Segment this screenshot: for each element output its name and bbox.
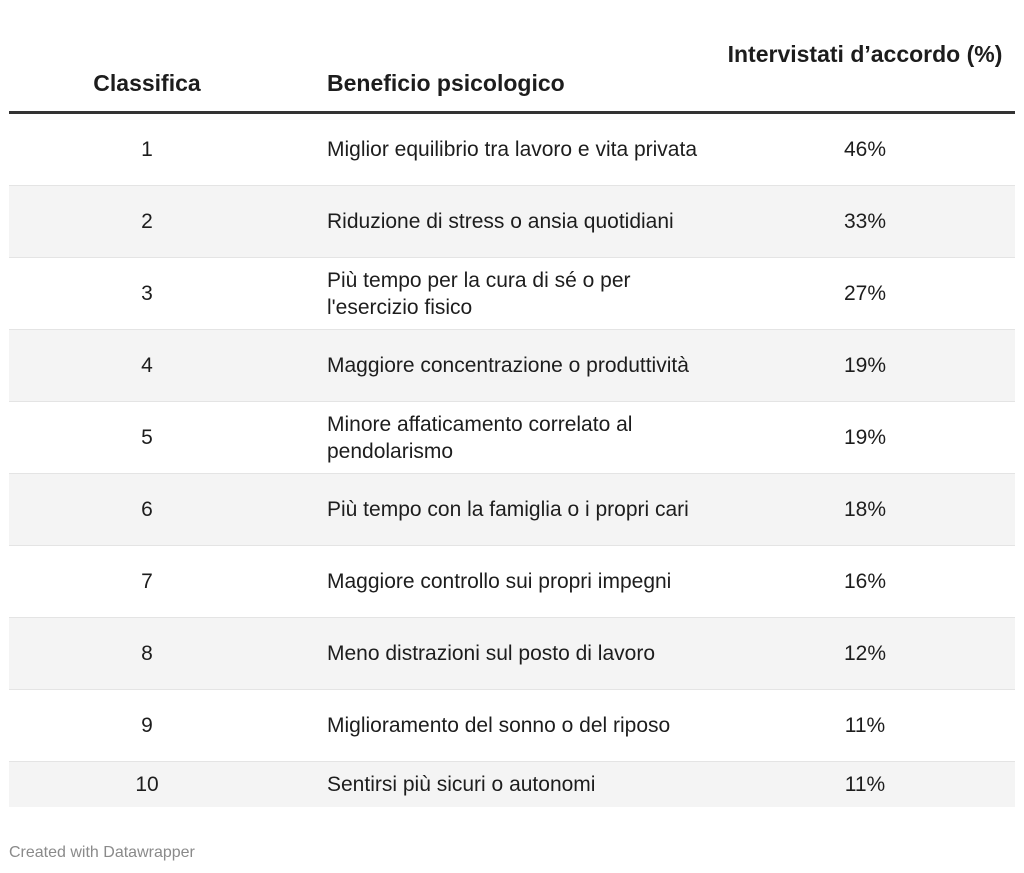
table-row: 3 Più tempo per la cura di sé o per l'ese… xyxy=(9,258,1015,330)
cell-rank: 10 xyxy=(135,773,159,796)
cell-percent: 12% xyxy=(843,642,887,665)
header-percent: Intervistati d’accordo (%) xyxy=(727,41,1003,67)
cell-rank: 8 xyxy=(141,642,153,665)
cell-percent: 18% xyxy=(843,498,887,521)
cell-rank: 5 xyxy=(141,426,153,449)
table-row: 5 Minore affaticamento correlato al pendo… xyxy=(9,402,1015,474)
cell-rank: 2 xyxy=(141,210,153,233)
table-row: 6 Più tempo con la famiglia o i propri ca… xyxy=(9,474,1015,546)
table-row: 8 Meno distrazioni sul posto di lavoro 12% xyxy=(9,618,1015,690)
table-body: 1 Miglior equilibrio tra lavoro e vita pr… xyxy=(9,114,1015,807)
table-row: 1 Miglior equilibrio tra lavoro e vita pr… xyxy=(9,114,1015,186)
cell-rank: 7 xyxy=(141,570,153,593)
cell-rank: 4 xyxy=(141,354,153,377)
table-row: 2 Riduzione di stress o ansia quotidiani 3… xyxy=(9,186,1015,258)
cell-benefit: Più tempo con la famiglia o i propri car… xyxy=(327,498,689,521)
data-table: Classifica Beneficio psicologico Intervi… xyxy=(9,0,1015,807)
cell-benefit: Miglioramento del sonno o del riposo xyxy=(327,714,671,737)
footer-credit: Created with Datawrapper xyxy=(9,844,195,861)
cell-benefit: Più tempo per la cura di sé o per l'eser… xyxy=(327,268,631,319)
table-row: 4 Maggiore concentrazione o produttività 1… xyxy=(9,330,1015,402)
cell-benefit: Maggiore controllo sui propri impegni xyxy=(327,570,672,593)
header-rank: Classifica xyxy=(93,70,201,96)
cell-percent: 11% xyxy=(844,714,886,737)
cell-rank: 6 xyxy=(141,498,153,521)
cell-percent: 27% xyxy=(843,282,887,305)
cell-benefit: Meno distrazioni sul posto di lavoro xyxy=(327,642,656,665)
table-row: 9 Miglioramento del sonno o del riposo 11% xyxy=(9,690,1015,762)
cell-rank: 1 xyxy=(141,138,153,161)
cell-benefit: Miglior equilibrio tra lavoro e vita pri… xyxy=(327,138,697,161)
cell-rank: 3 xyxy=(141,282,153,305)
cell-benefit: Riduzione di stress o ansia quotidiani xyxy=(327,210,674,233)
cell-percent: 19% xyxy=(843,426,887,449)
table-header: Classifica Beneficio psicologico Intervi… xyxy=(9,0,1015,114)
cell-percent: 46% xyxy=(843,138,887,161)
cell-benefit: Minore affaticamento correlato al pendol… xyxy=(327,412,633,463)
cell-rank: 9 xyxy=(141,714,153,737)
header-benefit: Beneficio psicologico xyxy=(327,70,565,96)
cell-percent: 19% xyxy=(843,354,887,377)
cell-benefit: Maggiore concentrazione o produttività xyxy=(327,354,689,377)
cell-benefit: Sentirsi più sicuri o autonomi xyxy=(327,773,596,796)
table-row: 10 Sentirsi più sicuri o autonomi 11% xyxy=(9,762,1015,807)
cell-percent: 33% xyxy=(843,210,887,233)
table-row: 7 Maggiore controllo sui propri impegni 16… xyxy=(9,546,1015,618)
cell-percent: 11% xyxy=(844,773,886,796)
cell-percent: 16% xyxy=(843,570,887,593)
